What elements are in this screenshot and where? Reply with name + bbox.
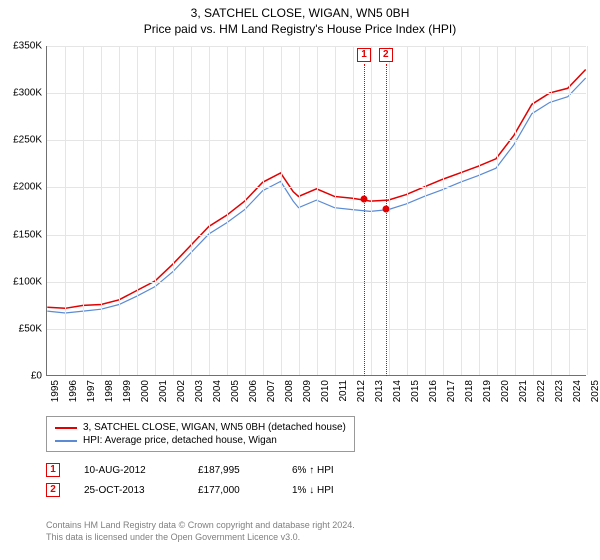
x-axis-label: 1997 [86,380,97,408]
legend-item: HPI: Average price, detached house, Wiga… [55,434,346,447]
y-axis-label: £0 [0,371,42,382]
legend-swatch [55,427,77,429]
x-axis-label: 2004 [212,380,223,408]
x-axis-label: 2022 [536,380,547,408]
sale-price: £187,995 [198,465,268,476]
x-axis-label: 1998 [104,380,115,408]
x-axis-label: 2023 [554,380,565,408]
x-axis-label: 2005 [230,380,241,408]
x-axis-label: 2013 [374,380,385,408]
footer-line: Contains HM Land Registry data © Crown c… [46,520,355,532]
chart-title: 3, SATCHEL CLOSE, WIGAN, WN5 0BH [0,0,600,20]
x-axis-label: 2015 [410,380,421,408]
legend-item: 3, SATCHEL CLOSE, WIGAN, WN5 0BH (detach… [55,421,346,434]
x-axis-label: 2011 [338,380,349,408]
y-axis-label: £50K [0,323,42,334]
x-axis-label: 2009 [302,380,313,408]
sale-delta: 1% ↓ HPI [292,485,362,496]
x-axis-label: 2012 [356,380,367,408]
x-axis-label: 1996 [68,380,79,408]
x-axis-label: 2016 [428,380,439,408]
x-axis-label: 2007 [266,380,277,408]
x-axis-label: 2002 [176,380,187,408]
x-axis-label: 2000 [140,380,151,408]
x-axis-label: 1995 [50,380,61,408]
chart-container: 3, SATCHEL CLOSE, WIGAN, WN5 0BH Price p… [0,0,600,560]
legend-swatch [55,440,77,442]
sale-date: 10-AUG-2012 [84,465,174,476]
sale-marker-badge: 2 [46,483,60,497]
sales-row: 1 10-AUG-2012 £187,995 6% ↑ HPI [46,460,362,480]
plot-area: 12 [46,46,586,376]
y-axis-label: £200K [0,182,42,193]
y-axis-label: £100K [0,276,42,287]
sale-dot [360,195,367,202]
sale-marker-badge: 1 [46,463,60,477]
x-axis-label: 2001 [158,380,169,408]
x-axis-label: 2024 [572,380,583,408]
x-axis-label: 2008 [284,380,295,408]
legend-label: HPI: Average price, detached house, Wiga… [83,435,277,446]
y-axis-label: £350K [0,41,42,52]
sale-delta: 6% ↑ HPI [292,465,362,476]
legend-label: 3, SATCHEL CLOSE, WIGAN, WN5 0BH (detach… [83,422,346,433]
x-axis-label: 2006 [248,380,259,408]
y-axis-label: £250K [0,135,42,146]
sales-table: 1 10-AUG-2012 £187,995 6% ↑ HPI 2 25-OCT… [46,460,362,500]
sale-price: £177,000 [198,485,268,496]
sale-dot [382,206,389,213]
x-axis-label: 2014 [392,380,403,408]
x-axis-label: 2003 [194,380,205,408]
footer: Contains HM Land Registry data © Crown c… [46,520,355,543]
sales-row: 2 25-OCT-2013 £177,000 1% ↓ HPI [46,480,362,500]
x-axis-label: 2018 [464,380,475,408]
x-axis-label: 2019 [482,380,493,408]
y-axis-label: £300K [0,88,42,99]
footer-line: This data is licensed under the Open Gov… [46,532,355,544]
x-axis-label: 2020 [500,380,511,408]
sale-marker-box: 2 [379,48,393,62]
sale-marker-box: 1 [357,48,371,62]
x-axis-label: 2021 [518,380,529,408]
x-axis-label: 1999 [122,380,133,408]
x-axis-label: 2025 [590,380,600,408]
sale-date: 25-OCT-2013 [84,485,174,496]
y-axis-label: £150K [0,229,42,240]
chart-subtitle: Price paid vs. HM Land Registry's House … [0,20,600,40]
x-axis-label: 2010 [320,380,331,408]
legend: 3, SATCHEL CLOSE, WIGAN, WN5 0BH (detach… [46,416,355,452]
x-axis-label: 2017 [446,380,457,408]
